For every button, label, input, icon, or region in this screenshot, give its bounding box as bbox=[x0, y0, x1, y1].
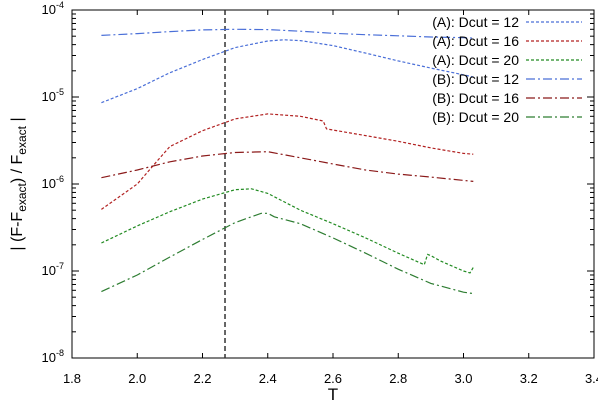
y-tick-label: 10-7 bbox=[42, 261, 64, 278]
y-tick-label: 10-5 bbox=[42, 87, 64, 104]
x-tick-label: 3.4 bbox=[585, 371, 598, 386]
legend-label-2: (A): Dcut = 16 bbox=[432, 33, 519, 49]
x-tick-label: 2.4 bbox=[259, 371, 277, 386]
x-tick-label: 1.8 bbox=[63, 371, 81, 386]
y-axis-label: | (F-Fexact) / Fexact | bbox=[9, 117, 29, 250]
legend: (A): Dcut = 12 (A): Dcut = 16 (A): Dcut = … bbox=[432, 14, 582, 125]
x-axis-label: T bbox=[328, 385, 338, 404]
x-axis: 1.8 2.0 2.2 2.4 2.6 2.8 3.0 3.2 3.4 bbox=[63, 10, 598, 386]
series-line-3 bbox=[101, 188, 474, 274]
x-tick-label: 3.2 bbox=[520, 371, 538, 386]
legend-label-5: (B): Dcut = 16 bbox=[432, 90, 519, 106]
x-tick-label: 2.6 bbox=[324, 371, 342, 386]
x-tick-label: 2.0 bbox=[128, 371, 146, 386]
series-line-6 bbox=[101, 212, 474, 295]
x-tick-label: 3.0 bbox=[454, 371, 472, 386]
series-line-1 bbox=[101, 39, 474, 104]
y-tick-label: 10-4 bbox=[42, 0, 64, 17]
legend-label-1: (A): Dcut = 12 bbox=[432, 14, 519, 30]
series-group bbox=[101, 28, 474, 295]
legend-label-3: (A): Dcut = 20 bbox=[432, 52, 519, 68]
series-line-2 bbox=[101, 113, 474, 210]
y-tick-label: 10-8 bbox=[42, 348, 64, 365]
y-axis: 10-8 10-7 10-6 10-5 10-4 bbox=[42, 0, 594, 365]
x-tick-label: 2.2 bbox=[193, 371, 211, 386]
series-line-5 bbox=[101, 151, 474, 182]
series-line-4 bbox=[101, 28, 474, 39]
legend-label-6: (B): Dcut = 20 bbox=[432, 109, 519, 125]
y-tick-label: 10-6 bbox=[42, 174, 64, 191]
legend-label-4: (B): Dcut = 12 bbox=[432, 71, 519, 87]
x-tick-label: 2.8 bbox=[389, 371, 407, 386]
